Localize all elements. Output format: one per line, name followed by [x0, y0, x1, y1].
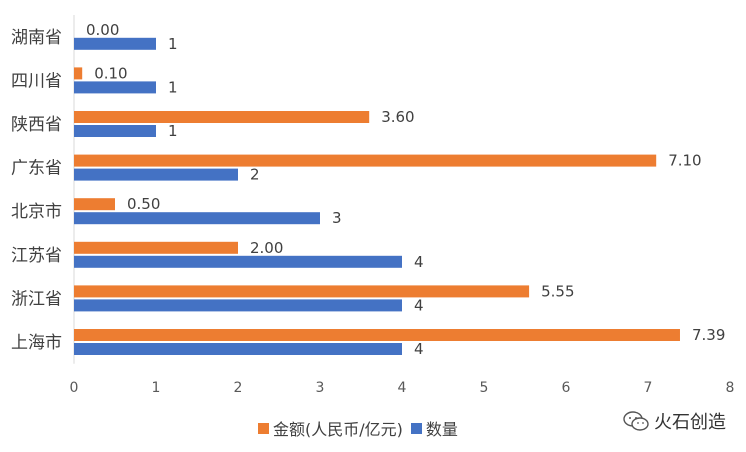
data-label-count: 4 — [414, 253, 424, 271]
bar-amount — [74, 241, 238, 254]
x-tick-label: 3 — [316, 380, 325, 396]
data-label-count: 3 — [332, 209, 342, 227]
bar-count — [74, 81, 156, 94]
category-label: 广东省 — [11, 159, 62, 179]
category-label: 陕西省 — [11, 115, 62, 135]
x-tick-label: 1 — [152, 380, 161, 396]
legend-item-amount: 金额(人民币/亿元) — [258, 416, 403, 440]
data-label-amount: 7.39 — [692, 326, 725, 344]
data-label-amount: 0.50 — [127, 195, 160, 213]
bar-count — [74, 343, 402, 355]
bar-amount — [74, 67, 83, 80]
x-tick-label: 7 — [644, 380, 653, 396]
bar-amount — [74, 198, 115, 211]
bar-amount — [74, 111, 370, 123]
category-label: 上海市 — [11, 333, 62, 353]
data-label-amount: 2.00 — [250, 239, 283, 257]
x-tick-label: 6 — [562, 380, 571, 396]
category-label: 北京市 — [11, 202, 62, 222]
data-label-amount: 0.00 — [86, 21, 119, 39]
bar-count — [74, 125, 156, 137]
bar-amount — [74, 285, 530, 298]
legend-item-count: 数量 — [410, 416, 458, 440]
bar-count — [74, 255, 402, 268]
watermark: 火石创造 — [622, 408, 726, 434]
bar-count — [74, 37, 156, 50]
bar-amount — [74, 154, 657, 167]
bar-count — [74, 168, 238, 181]
watermark-text: 火石创造 — [654, 412, 726, 433]
data-label-count: 4 — [414, 340, 424, 358]
data-label-count: 1 — [168, 35, 178, 53]
data-label-amount: 7.10 — [668, 152, 701, 170]
data-label-amount: 3.60 — [381, 108, 414, 126]
category-label: 江苏省 — [11, 246, 62, 266]
data-label-count: 2 — [250, 166, 260, 184]
legend-label-amount: 金额(人民币/亿元) — [273, 420, 403, 439]
x-tick-label: 4 — [398, 380, 407, 396]
legend-label-count: 数量 — [425, 420, 458, 439]
category-label: 湖南省 — [11, 28, 62, 48]
bar-count — [74, 212, 320, 225]
category-label: 浙江省 — [11, 289, 62, 309]
x-tick-label: 0 — [70, 380, 79, 396]
legend-swatch-count — [410, 422, 422, 434]
category-label: 四川省 — [11, 71, 62, 91]
bar-count — [74, 299, 402, 312]
wechat-icon — [623, 411, 649, 431]
x-tick-label: 2 — [234, 380, 243, 396]
legend-swatch-amount — [258, 422, 269, 434]
x-tick-label: 8 — [726, 380, 735, 396]
x-tick-label: 5 — [480, 380, 489, 396]
data-label-count: 1 — [168, 78, 178, 96]
bar-amount — [74, 329, 680, 341]
data-label-amount: 5.55 — [541, 282, 574, 300]
data-label-count: 4 — [414, 296, 424, 314]
legend: 金额(人民币/亿元) 数量 — [258, 416, 466, 440]
data-label-count: 1 — [168, 122, 178, 140]
data-label-amount: 0.10 — [94, 64, 127, 82]
